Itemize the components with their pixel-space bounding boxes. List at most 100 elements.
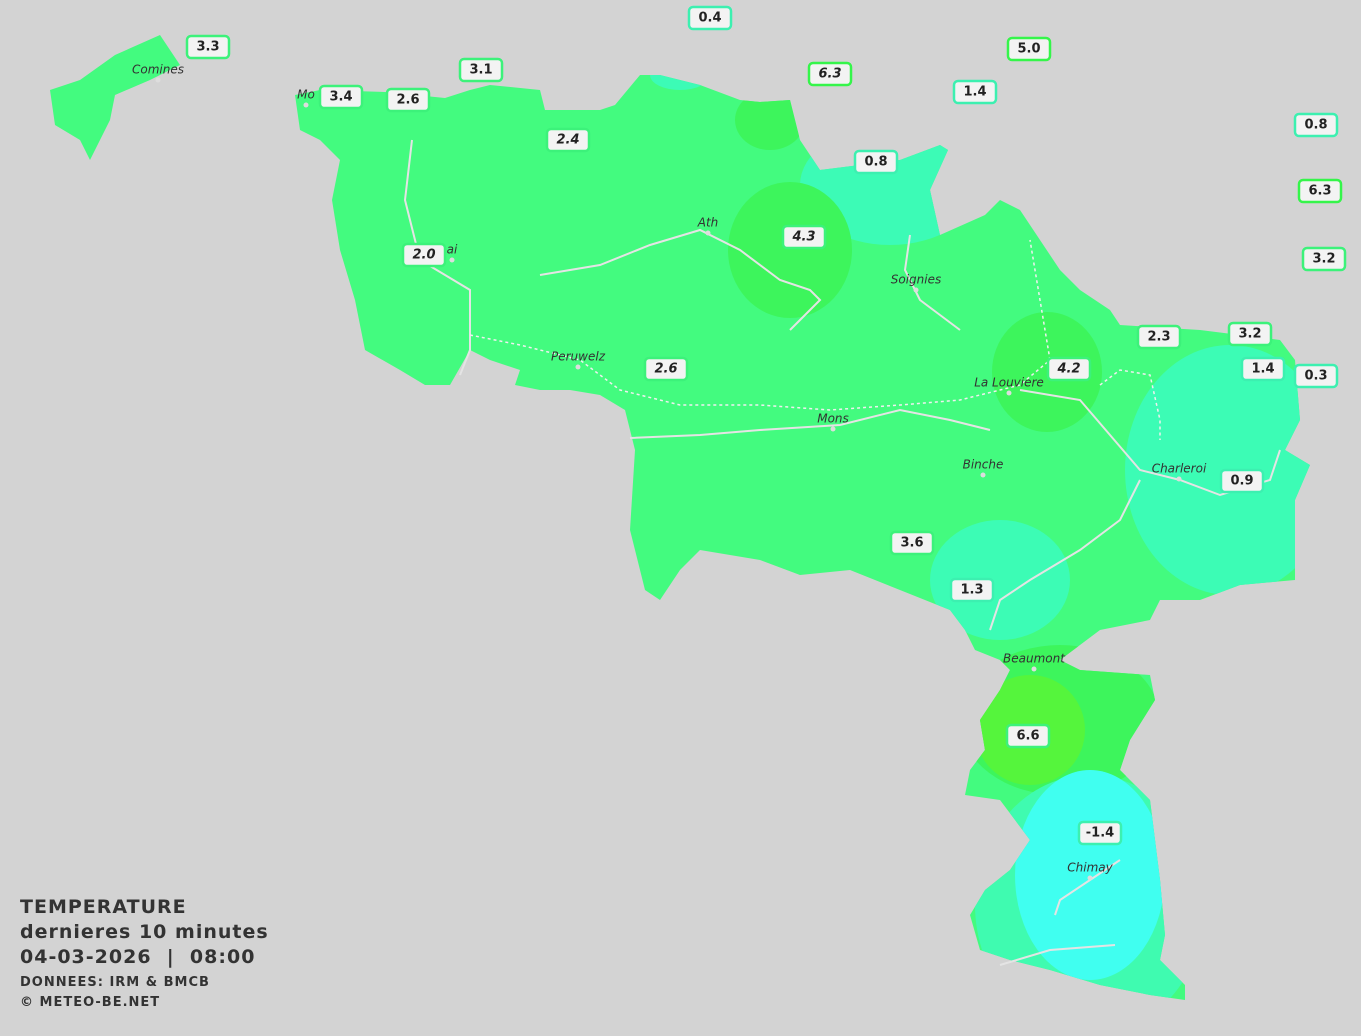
city-dot [1006,390,1012,396]
station-value: 3.1 [469,63,492,78]
station-box [643,356,689,382]
station-value: 6.6 [1016,729,1039,744]
station-box [687,5,733,31]
station-box [1301,246,1347,272]
city-dot [1176,476,1182,482]
station: 6.6 [1005,723,1051,749]
station: 2.6 [385,87,431,113]
station-value: 0.4 [698,11,721,26]
city-dot [1087,875,1093,881]
station: 3.2 [1227,321,1273,347]
station-box [545,127,591,153]
station: 5.0 [1006,36,1052,62]
city-label: Charleroi [1152,462,1207,476]
station-box [1005,723,1051,749]
station-value: 6.3 [1308,184,1331,199]
station-box [1293,363,1339,389]
station-value: 2.6 [654,362,677,377]
city-dot [913,287,919,293]
caption-source: DONNEES: IRM & BMCB [20,975,210,990]
station-value: 0.8 [1304,118,1327,133]
station-value: 5.0 [1017,42,1040,57]
city-label: Binche [963,458,1004,472]
station-value: 1.4 [1251,362,1274,377]
city-label: Mons [817,412,849,426]
caption-period: dernieres 10 minutes [20,921,269,943]
city-label: Chimay [1067,861,1113,875]
station: 4.3 [781,224,827,250]
city-dot [830,426,836,432]
station: 2.6 [643,356,689,382]
city-label: ai [447,243,458,257]
station-value: 3.3 [196,40,219,55]
station-box [807,61,853,87]
station-value: 2.0 [412,248,435,263]
station-value: 1.4 [963,85,986,100]
station-box [1077,820,1123,846]
station: 6.3 [1297,178,1343,204]
cities: Comines Mo ai Ath Soignies Peruwelz La Louvier… [132,63,1207,881]
station-box [458,57,504,83]
stations: 3.3 0.4 3.1 6.3 5.0 1.4 3.4 2.6 0.8 2.4 0.8 6.3 4.3 2… [185,5,1347,846]
station: 1.3 [949,577,995,603]
city-label: La Louviere [974,376,1044,390]
station-box [1240,356,1286,382]
station-box [385,87,431,113]
station-value: 0.3 [1304,369,1327,384]
station-value: 2.6 [396,93,419,108]
station-box [1297,178,1343,204]
city-dot [303,102,309,108]
station-box [949,577,995,603]
station-box [889,530,935,556]
station: 1.4 [1240,356,1286,382]
station-value: 3.2 [1312,252,1335,267]
station-value: 1.3 [960,583,983,598]
station: 0.3 [1293,363,1339,389]
caption-title: TEMPERATURE [20,896,187,918]
station: 0.9 [1219,468,1265,494]
station-box [1227,321,1273,347]
station-value: 3.4 [329,90,352,105]
city-dot [449,257,455,263]
city-label: Mo [297,88,315,102]
station-box [1219,468,1265,494]
city-dot [155,77,161,83]
station: 2.0 [401,242,447,268]
station-box [1293,112,1339,138]
station-box [1046,356,1092,382]
station: 1.4 [952,79,998,105]
station: 3.1 [458,57,504,83]
station-value: 3.6 [900,536,923,551]
station-box [781,224,827,250]
station: 4.2 [1046,356,1092,382]
city-label: Beaumont [1003,652,1066,666]
station-box [952,79,998,105]
station: 3.6 [889,530,935,556]
station-value: 3.2 [1238,327,1261,342]
station-box [853,149,899,175]
city-dot [980,472,986,478]
city-dot [705,230,711,236]
station: 3.4 [318,84,364,110]
city-dot [575,364,581,370]
station: 3.2 [1301,246,1347,272]
station-value: 4.2 [1056,362,1080,377]
station-value: 0.9 [1230,474,1253,489]
station-box [185,34,231,60]
station-value: 4.3 [791,230,815,245]
caption-copyright: © METEO-BE.NET [20,995,160,1010]
caption-datetime: 04-03-2026 | 08:00 [20,946,255,968]
station: 3.3 [185,34,231,60]
station-value: -1.4 [1086,826,1114,841]
station: 2.3 [1136,324,1182,350]
station-value: 2.4 [556,133,579,148]
city-label: Peruwelz [551,350,606,364]
station: 2.4 [545,127,591,153]
city-label: Soignies [891,273,941,287]
station: 0.8 [1293,112,1339,138]
station-box [1136,324,1182,350]
city-label: Comines [132,63,184,77]
station-value: 0.8 [864,155,887,170]
